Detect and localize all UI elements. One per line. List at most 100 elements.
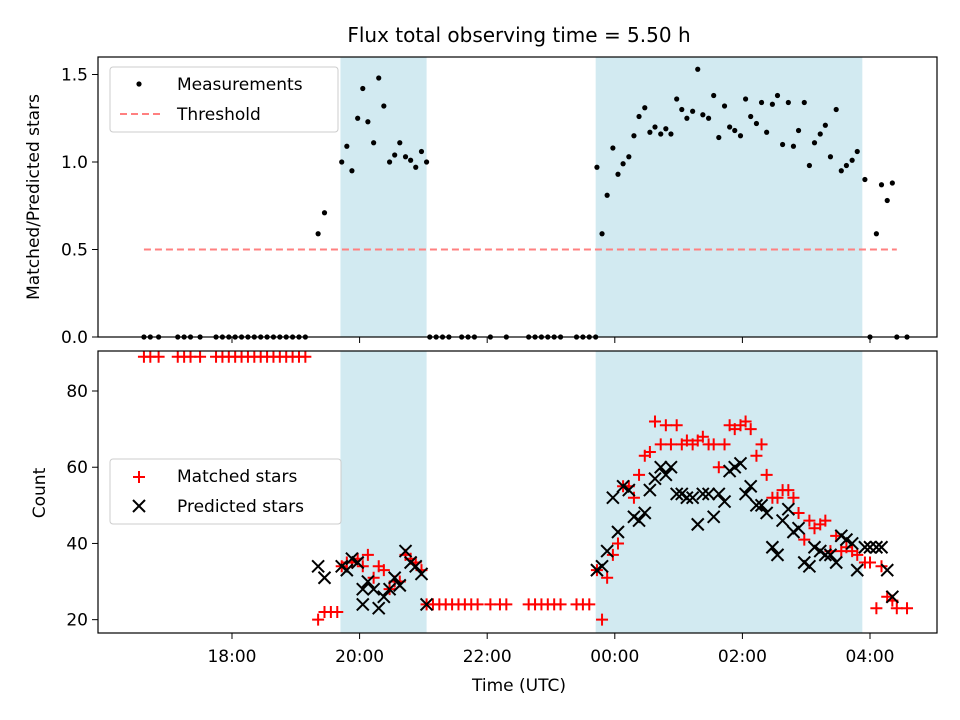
predicted-star-point [611, 525, 625, 539]
shaded-interval [595, 57, 863, 337]
matched-star-point [792, 506, 805, 519]
bottom-shaded-regions [340, 351, 863, 633]
predicted-star-point [759, 506, 774, 520]
measurement-point [402, 154, 409, 160]
predicted-star-point [829, 555, 843, 570]
measurement-point [360, 85, 366, 92]
predicted-star-point [717, 494, 732, 509]
y-tick-label: 60 [66, 458, 88, 478]
measurement-point [626, 154, 632, 160]
legend-matched-marker [133, 471, 145, 483]
predicted-star-point [414, 567, 429, 581]
predicted-star-point [669, 487, 684, 501]
predicted-star-point [691, 517, 705, 532]
predicted-star-point [706, 510, 721, 524]
measurement-point [806, 162, 812, 169]
matched-star-point [864, 556, 877, 569]
predicted-star-point [754, 498, 769, 513]
y-tick-label: 80 [66, 382, 88, 402]
matched-star-point [299, 350, 312, 363]
legend-measurement-marker [136, 81, 142, 87]
measurement-point [381, 103, 387, 109]
bottom-x-ticks: 18:00 20:00 22:00 00:00 02:00 04:00 [207, 633, 895, 667]
measurement-point [849, 157, 855, 163]
measurement-point [758, 99, 765, 106]
predicted-star-point [728, 460, 742, 474]
predicted-star-point [701, 487, 716, 501]
predicted-star-point [350, 555, 365, 570]
matched-star-point [596, 613, 609, 626]
x-tick-label: 00:00 [590, 647, 639, 667]
measurement-point [833, 106, 839, 113]
y-tick-label: 1.5 [61, 66, 88, 86]
predicted-star-point [419, 597, 434, 612]
matched-star-point [803, 514, 816, 527]
matched-star-point [782, 484, 795, 497]
measurement-point [732, 127, 738, 134]
measurement-point [878, 182, 885, 188]
matched-star-point [611, 537, 624, 550]
measurement-point [862, 176, 868, 183]
x-tick-label: 02:00 [718, 647, 767, 667]
matched-star-point [627, 491, 640, 504]
legend-matched-label: Matched stars [177, 467, 297, 487]
predicted-star-point [606, 491, 620, 505]
predicted-star-point [781, 502, 796, 516]
measurement-point [884, 197, 890, 204]
predicted-star-point [366, 582, 381, 596]
top-y-ticks: 0.0 0.5 1.0 1.5 [61, 66, 98, 348]
predicted-star-point [839, 532, 854, 547]
x-axis-label: Time (UTC) [471, 676, 566, 696]
predicted-star-point [743, 479, 758, 493]
matched-star-point [367, 571, 380, 584]
matched-star-point [643, 445, 656, 458]
legend-measurements-label: Measurements [177, 75, 303, 95]
measurement-point [642, 105, 648, 111]
matched-star-point [760, 468, 773, 481]
measurement-point [737, 133, 744, 139]
measurement-point [376, 75, 382, 81]
measurement-point [764, 129, 770, 135]
predicted-star-point [885, 590, 900, 604]
matched-star-point [152, 350, 165, 363]
matched-star-point [471, 598, 484, 611]
predicted-star-point [880, 563, 894, 577]
predicted-star-point [733, 456, 748, 471]
measurement-point [700, 112, 706, 118]
matched-star-point [819, 514, 832, 527]
measurement-point [873, 231, 879, 237]
ratio-panel: 0.0 0.5 1.0 1.5 Matched/Predicted stars Mea… [24, 56, 938, 348]
matched-star-point [870, 602, 883, 615]
measurement-point [620, 161, 626, 167]
measurement-point [371, 140, 377, 146]
predicted-star-point [595, 559, 609, 574]
top-shaded-regions [340, 57, 863, 337]
measurement-point [355, 115, 361, 121]
measurement-point [658, 131, 664, 137]
measurement-point [594, 164, 600, 170]
measurement-point [817, 131, 823, 137]
predicted-star-point [356, 597, 370, 612]
measurement-point [408, 157, 414, 163]
measurement-point [636, 113, 642, 120]
predicted-star-point [659, 468, 673, 482]
predicted-star-point [654, 460, 668, 474]
matched-star-point [744, 423, 757, 436]
predicted-star-point [345, 551, 359, 566]
bottom-y-ticks: 20 40 60 80 [66, 382, 98, 631]
y-tick-label: 40 [66, 534, 88, 554]
shaded-interval [340, 57, 427, 337]
bottom-axes-frame [97, 350, 938, 634]
measurement-point [838, 168, 844, 174]
predicted-star-point [765, 540, 780, 554]
measurement-point [795, 127, 802, 134]
measurement-point [827, 154, 834, 160]
x-tick-label: 20:00 [335, 647, 384, 667]
measurement-point [604, 192, 610, 198]
predicted-star-point [372, 601, 386, 615]
matched-star-point [712, 461, 725, 474]
measurement-point [716, 134, 722, 141]
measurement-point [684, 115, 690, 121]
matched-star-point [787, 491, 800, 504]
